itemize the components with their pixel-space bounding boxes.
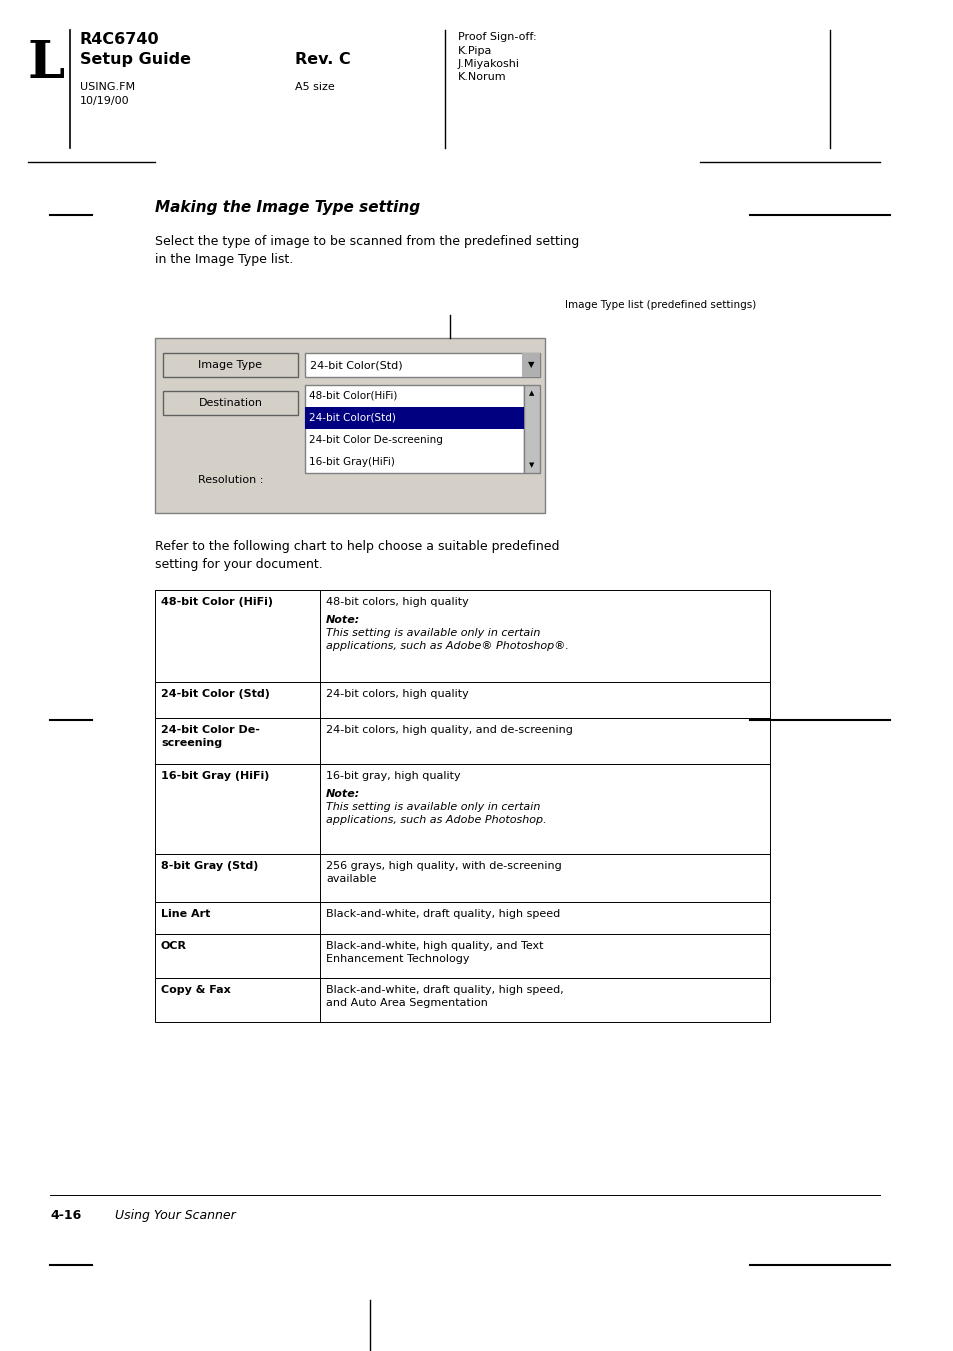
Text: K.Pipa: K.Pipa (457, 46, 492, 55)
Text: 24-bit colors, high quality, and de-screening: 24-bit colors, high quality, and de-scre… (326, 725, 572, 735)
Text: applications, such as Adobe Photoshop.: applications, such as Adobe Photoshop. (326, 815, 546, 825)
Text: ▲: ▲ (529, 390, 534, 396)
Text: 24-bit Color De-screening: 24-bit Color De-screening (309, 435, 442, 444)
Text: Note:: Note: (326, 789, 360, 798)
Text: Using Your Scanner: Using Your Scanner (115, 1209, 235, 1223)
Bar (154, 902, 769, 934)
Text: 24-bit Color(Std): 24-bit Color(Std) (309, 413, 395, 423)
Text: Select the type of image to be scanned from the predefined setting
in the Image : Select the type of image to be scanned f… (154, 235, 578, 266)
Text: A5 size: A5 size (294, 82, 335, 92)
Text: Note:: Note: (326, 615, 360, 626)
Text: Refer to the following chart to help choose a suitable predefined
setting for yo: Refer to the following chart to help cho… (154, 540, 558, 571)
Text: Black-and-white, draft quality, high speed: Black-and-white, draft quality, high spe… (326, 909, 559, 919)
Text: Image Type list (predefined settings): Image Type list (predefined settings) (564, 300, 756, 309)
Text: Copy & Fax: Copy & Fax (161, 985, 231, 994)
Text: Rev. C: Rev. C (294, 51, 351, 68)
Text: Black-and-white, high quality, and Text: Black-and-white, high quality, and Text (326, 942, 543, 951)
Text: K.Norum: K.Norum (457, 72, 506, 82)
Text: Destination: Destination (198, 399, 262, 408)
Bar (154, 338, 544, 513)
Text: Making the Image Type setting: Making the Image Type setting (154, 200, 419, 215)
Bar (163, 390, 297, 415)
Bar (523, 385, 539, 473)
Text: 24-bit Color(Std): 24-bit Color(Std) (310, 359, 402, 370)
Text: 4-16: 4-16 (50, 1209, 81, 1223)
Text: R4C6740: R4C6740 (80, 32, 159, 47)
Text: This setting is available only in certain: This setting is available only in certai… (326, 628, 539, 638)
Text: 48-bit colors, high quality: 48-bit colors, high quality (326, 597, 468, 607)
Text: J.Miyakoshi: J.Miyakoshi (457, 59, 519, 69)
Bar (305, 407, 523, 430)
Text: OCR: OCR (161, 942, 187, 951)
Text: Resolution :: Resolution : (197, 476, 263, 485)
Text: 48-bit Color(HiFi): 48-bit Color(HiFi) (309, 390, 397, 401)
Text: Image Type: Image Type (198, 359, 262, 370)
Text: Black-and-white, draft quality, high speed,: Black-and-white, draft quality, high spe… (326, 985, 563, 994)
Text: 10/19/00: 10/19/00 (80, 96, 130, 105)
Text: USING.FM: USING.FM (80, 82, 135, 92)
Bar (154, 854, 769, 902)
Text: 16-bit Gray (HiFi): 16-bit Gray (HiFi) (161, 771, 269, 781)
Text: 24-bit Color (Std): 24-bit Color (Std) (161, 689, 270, 698)
Text: Line Art: Line Art (161, 909, 211, 919)
Bar (521, 353, 539, 377)
Text: 24-bit Color De-
screening: 24-bit Color De- screening (161, 725, 259, 748)
Text: and Auto Area Segmentation: and Auto Area Segmentation (326, 998, 487, 1008)
Bar (154, 934, 769, 978)
Text: 16-bit Gray(HiFi): 16-bit Gray(HiFi) (309, 457, 395, 467)
Bar (163, 353, 297, 377)
Bar (154, 682, 769, 717)
Text: available: available (326, 874, 376, 884)
Text: Enhancement Technology: Enhancement Technology (326, 954, 469, 965)
Text: applications, such as Adobe® Photoshop®.: applications, such as Adobe® Photoshop®. (326, 640, 568, 651)
Bar (154, 717, 769, 765)
Bar (305, 385, 523, 473)
Bar (154, 978, 769, 1021)
Text: Setup Guide: Setup Guide (80, 51, 191, 68)
Bar (154, 765, 769, 854)
Text: This setting is available only in certain: This setting is available only in certai… (326, 802, 539, 812)
Text: 16-bit gray, high quality: 16-bit gray, high quality (326, 771, 460, 781)
Text: L: L (28, 38, 65, 89)
Text: 256 grays, high quality, with de-screening: 256 grays, high quality, with de-screeni… (326, 861, 561, 871)
Text: 24-bit colors, high quality: 24-bit colors, high quality (326, 689, 468, 698)
Bar (154, 590, 769, 682)
Text: 48-bit Color (HiFi): 48-bit Color (HiFi) (161, 597, 273, 607)
Text: ▼: ▼ (527, 361, 534, 370)
Bar (305, 353, 539, 377)
Text: Proof Sign-off:: Proof Sign-off: (457, 32, 536, 42)
Text: ▼: ▼ (529, 462, 534, 467)
Text: 8-bit Gray (Std): 8-bit Gray (Std) (161, 861, 258, 871)
